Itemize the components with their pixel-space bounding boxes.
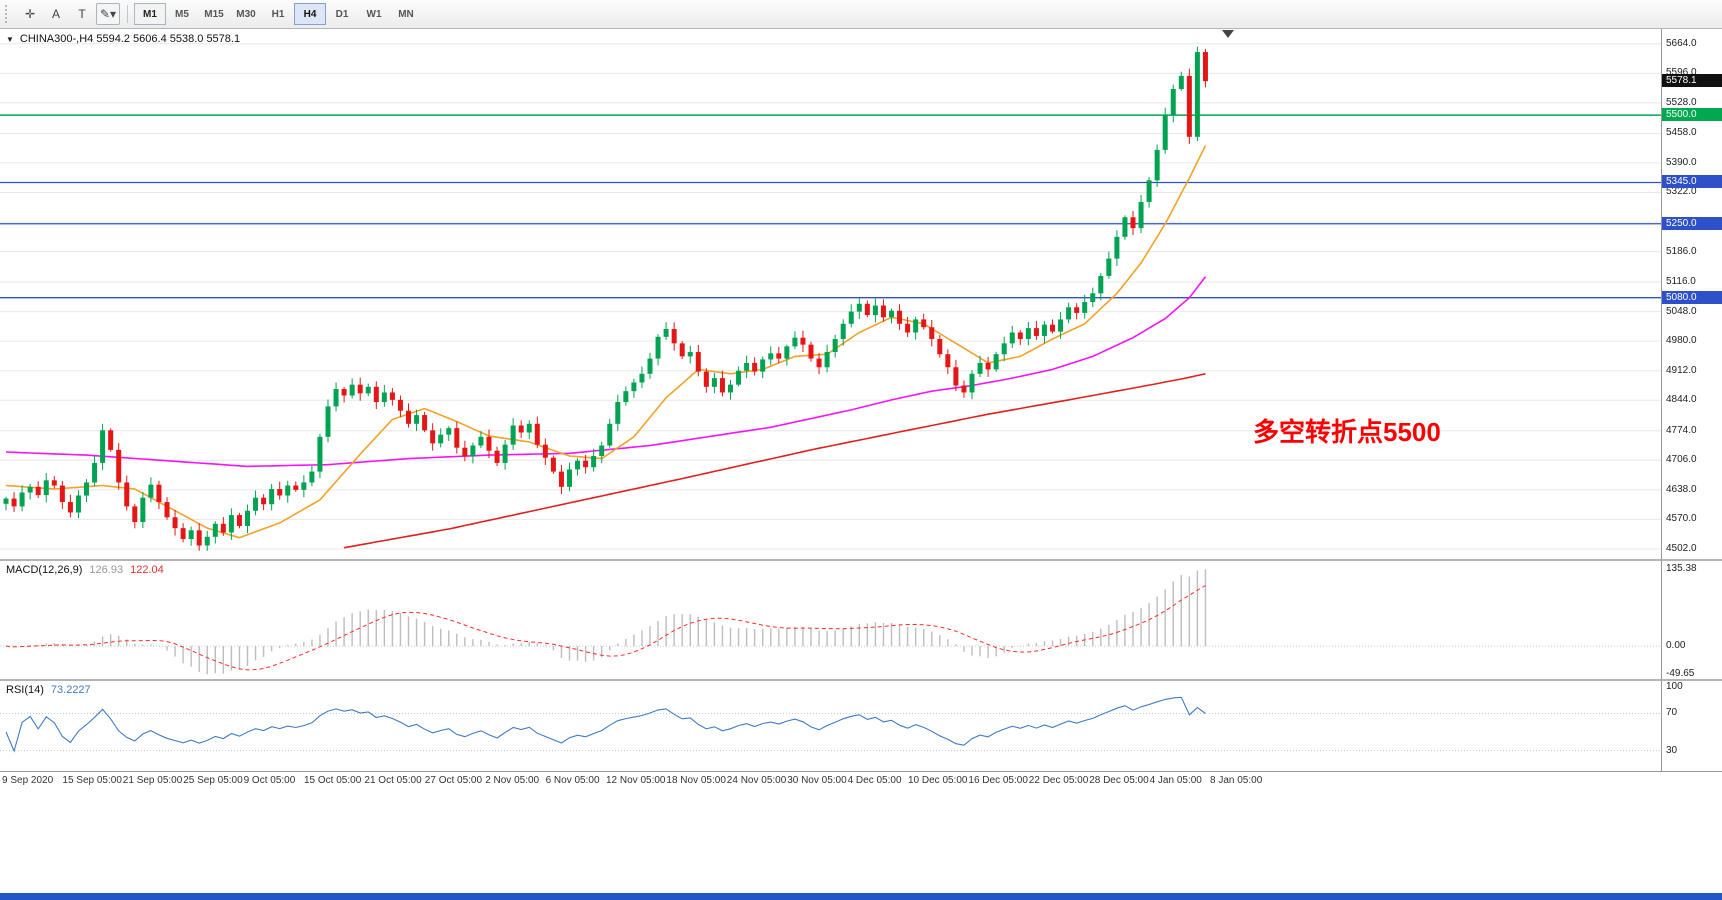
macd-chart[interactable]: [0, 561, 1662, 679]
rsi-chart[interactable]: [0, 681, 1662, 771]
macd-axis[interactable]: 135.38 0.00 -49.65: [1661, 561, 1722, 679]
time-axis-label: 28 Dec 05:00: [1089, 775, 1149, 786]
price-badge: 5080.0: [1662, 290, 1722, 304]
rsi-axis-label: 70: [1666, 707, 1678, 719]
time-axis-label: 9 Oct 05:00: [243, 775, 296, 786]
price-axis-label: 5390.0: [1666, 156, 1697, 168]
timeframe-button-w1[interactable]: W1: [366, 8, 382, 20]
price-badge: 5578.1: [1662, 74, 1722, 88]
time-axis-label: 27 Oct 05:00: [424, 775, 483, 786]
chart-title-text: CHINA300-,H4 5594.2 5606.4 5538.0 5578.1: [19, 33, 241, 45]
bottom-blue-bar: [0, 893, 1722, 900]
price-badge: 5250.0: [1662, 216, 1722, 230]
macd-label: MACD(12,26,9): [6, 564, 83, 576]
macd-axis-label: 135.38: [1666, 563, 1697, 575]
rsi-title: RSI(14) 73.2227: [6, 684, 91, 696]
text-label-icon[interactable]: A: [51, 7, 60, 21]
macd-panel[interactable]: 135.38 0.00 -49.65 MACD(12,26,9) 126.93 12…: [0, 561, 1722, 679]
price-axis-label: 4638.0: [1666, 483, 1697, 495]
price-axis-label: 4774.0: [1666, 424, 1697, 436]
timeframe-buttons: M1 M5 M15 M30 H1 H4 D1 W1 MN: [134, 3, 422, 25]
toolbar: ✛ A T ✎▾ M1 M5 M15 M30 H1 H4 D1 W1 MN: [0, 0, 1722, 29]
rsi-axis[interactable]: 100 70 30: [1661, 681, 1722, 771]
price-axis-label: 5596.0: [1666, 67, 1697, 79]
macd-axis-label: 0.00: [1666, 640, 1686, 652]
time-axis-label: 22 Dec 05:00: [1028, 775, 1089, 786]
price-axis[interactable]: 5664.05596.05528.05458.05390.05322.05254…: [1661, 29, 1722, 559]
timeframe-button-d1[interactable]: D1: [335, 8, 349, 20]
time-axis-label: 9 Sep 2020: [2, 775, 54, 786]
chart-title: ▼ CHINA300-,H4 5594.2 5606.4 5538.0 5578…: [6, 33, 240, 45]
price-axis-label: 4570.0: [1666, 513, 1697, 525]
toolbar-separator: [127, 5, 128, 23]
macd-main-value: 126.93: [89, 564, 124, 576]
price-axis-label: 5186.0: [1666, 245, 1697, 257]
rsi-value: 73.2227: [50, 684, 91, 696]
time-axis-label: 16 Dec 05:00: [968, 775, 1028, 786]
panel-separator[interactable]: [0, 559, 1722, 561]
price-axis-label: 4980.0: [1666, 335, 1697, 347]
chart-shift-marker: [1222, 30, 1234, 38]
time-axis-label: 21 Oct 05:00: [364, 775, 422, 786]
annotation-text[interactable]: 多空转折点5500: [1253, 417, 1441, 447]
candlestick-chart[interactable]: [0, 29, 1662, 559]
price-badge: 5345.0: [1662, 175, 1722, 189]
rsi-axis-label: 30: [1666, 744, 1678, 756]
time-axis-label: 18 Nov 05:00: [666, 775, 726, 786]
price-axis-label: 5528.0: [1666, 96, 1697, 108]
price-axis-label: 5116.0: [1666, 276, 1696, 288]
macd-signal-value: 122.04: [130, 564, 164, 576]
price-axis-label: 4912.0: [1666, 364, 1697, 376]
timeframe-button-m5[interactable]: M5: [175, 8, 189, 20]
macd-title: MACD(12,26,9) 126.93 122.04: [6, 564, 164, 576]
time-axis-label: 30 Nov 05:00: [787, 775, 847, 786]
time-axis-label: 25 Sep 05:00: [183, 775, 243, 786]
toolbar-icons: ✛ A T ✎▾: [17, 3, 121, 25]
draw-tools-icon[interactable]: ✎▾: [96, 3, 120, 25]
time-axis-label: 10 Dec 05:00: [908, 775, 968, 786]
rsi-axis-label: 100: [1666, 681, 1683, 692]
time-axis-label: 15 Oct 05:00: [304, 775, 362, 786]
price-axis-label: 5458.0: [1666, 127, 1697, 139]
time-axis-label: 2 Nov 05:00: [485, 775, 540, 786]
timeframe-button-h1[interactable]: H1: [271, 8, 285, 20]
toolbar-grip[interactable]: [5, 5, 12, 23]
macd-axis-label: -49.65: [1666, 668, 1695, 679]
time-axis-label: 24 Nov 05:00: [726, 775, 787, 786]
timeframe-button-mn[interactable]: MN: [398, 8, 414, 20]
time-axis-label: 4 Jan 05:00: [1149, 775, 1202, 786]
panel-separator[interactable]: [0, 679, 1722, 681]
price-axis-label: 4502.0: [1666, 543, 1697, 554]
price-axis-label: 5664.0: [1666, 37, 1697, 49]
price-axis-label: 4706.0: [1666, 454, 1697, 466]
timeframe-button-m15[interactable]: M15: [204, 8, 224, 20]
crosshair-icon[interactable]: ✛: [24, 7, 36, 21]
chart-menu-icon[interactable]: ▼: [6, 34, 14, 44]
chart-area: 5664.05596.05528.05458.05390.05322.05254…: [0, 29, 1722, 792]
time-axis-label: 15 Sep 05:00: [62, 775, 122, 786]
time-axis[interactable]: 9 Sep 2020 15 Sep 05:00 21 Sep 05:00 25 Sep…: [0, 771, 1722, 792]
time-axis-label: 21 Sep 05:00: [122, 775, 183, 786]
price-chart-panel[interactable]: 5664.05596.05528.05458.05390.05322.05254…: [0, 29, 1722, 559]
price-axis-label: 4844.0: [1666, 394, 1697, 406]
rsi-label: RSI(14): [6, 684, 44, 696]
text-tool-icon[interactable]: T: [78, 7, 86, 21]
timeframe-button-m1[interactable]: M1: [134, 3, 166, 25]
rsi-panel[interactable]: 100 70 30 RSI(14) 73.2227: [0, 681, 1722, 771]
time-axis-label: 8 Jan 05:00: [1210, 775, 1263, 786]
timeframe-button-h4[interactable]: H4: [294, 3, 326, 25]
price-badge: 5500.0: [1662, 108, 1722, 122]
empty-client-area: [0, 792, 1722, 893]
time-axis-label: 12 Nov 05:00: [606, 775, 666, 786]
time-axis-label: 4 Dec 05:00: [847, 775, 902, 786]
timeframe-button-m30[interactable]: M30: [236, 8, 256, 20]
time-axis-label: 6 Nov 05:00: [545, 775, 600, 786]
price-axis-label: 5048.0: [1666, 305, 1697, 317]
price-axis-label: 5322.0: [1666, 186, 1697, 198]
